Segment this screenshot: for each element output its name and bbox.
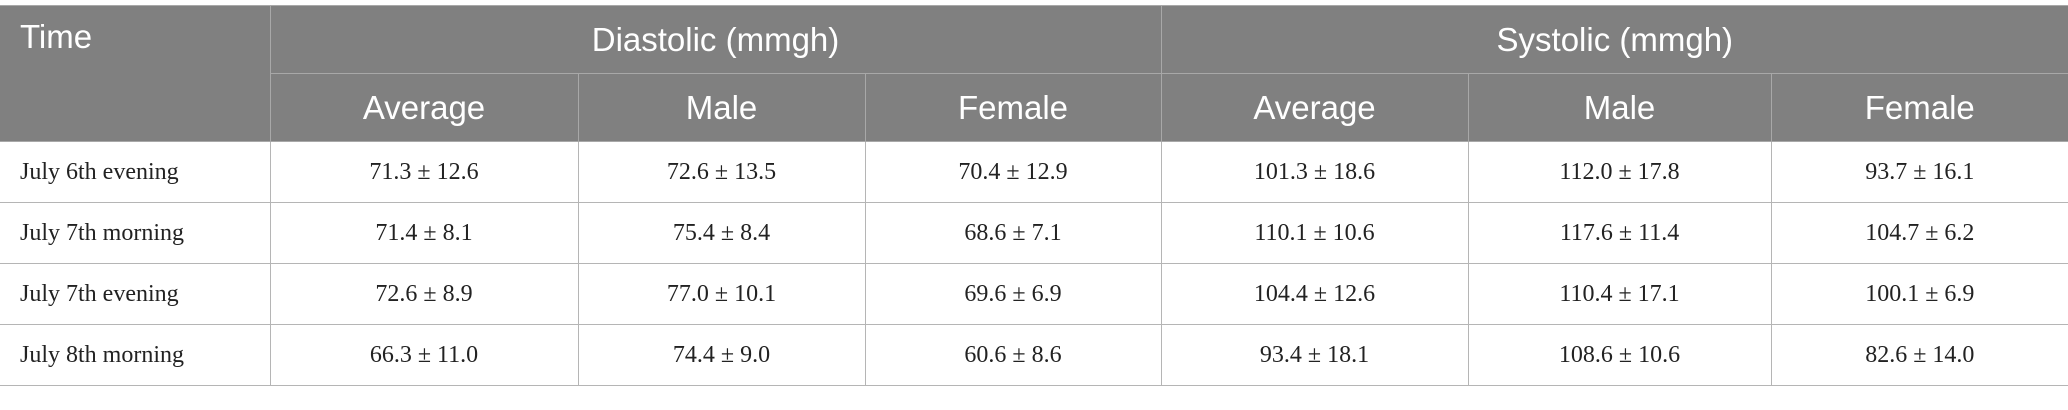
group-header: Diastolic (mmgh) xyxy=(269,5,1162,74)
column-header: Male xyxy=(1467,73,1772,142)
cell: 110.1 ± 10.6 xyxy=(1160,202,1469,264)
group-header: Systolic (mmgh) xyxy=(1160,5,2068,74)
row-label: July 6th evening xyxy=(0,141,271,203)
row-label: July 8th morning xyxy=(0,324,271,386)
column-header: Male xyxy=(577,73,866,142)
cell: 72.6 ± 8.9 xyxy=(269,263,579,325)
cell: 104.4 ± 12.6 xyxy=(1160,263,1469,325)
cell: 104.7 ± 6.2 xyxy=(1770,202,2068,264)
cell: 77.0 ± 10.1 xyxy=(577,263,866,325)
header-row: Time Diastolic (mmgh) Systolic (mmgh) xyxy=(0,5,2068,142)
cell: 110.4 ± 17.1 xyxy=(1467,263,1772,325)
time-header: Time xyxy=(0,5,271,142)
cell: 68.6 ± 7.1 xyxy=(864,202,1162,264)
cell: 75.4 ± 8.4 xyxy=(577,202,866,264)
column-header: Female xyxy=(864,73,1162,142)
column-header: Average xyxy=(1160,73,1469,142)
cell: 71.4 ± 8.1 xyxy=(269,202,579,264)
cell: 93.7 ± 16.1 xyxy=(1770,141,2068,203)
cell: 74.4 ± 9.0 xyxy=(577,324,866,386)
table-body: July 6th evening 71.3 ± 12.6 72.6 ± 13.5 70… xyxy=(0,141,2068,386)
cell: 93.4 ± 18.1 xyxy=(1160,324,1469,386)
column-header: Average xyxy=(270,73,579,142)
subheader-row: Average Male Female Average Male Female xyxy=(0,73,2068,142)
data-row: July 7th morning 71.4 ± 8.1 75.4 ± 8.4 68.6… xyxy=(0,202,2068,264)
page: Time Diastolic (mmgh) Systolic (mmgh) Avera… xyxy=(0,5,2068,410)
row-label: July 7th morning xyxy=(0,202,271,264)
cell: 100.1 ± 6.9 xyxy=(1770,263,2068,325)
cell: 82.6 ± 14.0 xyxy=(1770,324,2068,386)
table-header: Time Diastolic (mmgh) Systolic (mmgh) Avera… xyxy=(0,5,2068,142)
data-row: July 8th morning 66.3 ± 11.0 74.4 ± 9.0 60.… xyxy=(0,324,2068,386)
cell: 72.6 ± 13.5 xyxy=(577,141,866,203)
cell: 70.4 ± 12.9 xyxy=(864,141,1162,203)
cell: 108.6 ± 10.6 xyxy=(1467,324,1772,386)
data-row: July 6th evening 71.3 ± 12.6 72.6 ± 13.5 70… xyxy=(0,141,2068,203)
cell: 66.3 ± 11.0 xyxy=(269,324,579,386)
cell: 71.3 ± 12.6 xyxy=(269,141,579,203)
row-label: July 7th evening xyxy=(0,263,271,325)
column-header: Female xyxy=(1770,73,2068,142)
data-table: Time Diastolic (mmgh) Systolic (mmgh) Avera… xyxy=(0,5,2068,386)
cell: 117.6 ± 11.4 xyxy=(1467,202,1772,264)
cell: 101.3 ± 18.6 xyxy=(1160,141,1469,203)
cell: 69.6 ± 6.9 xyxy=(864,263,1162,325)
cell: 112.0 ± 17.8 xyxy=(1467,141,1772,203)
cell: 60.6 ± 8.6 xyxy=(864,324,1162,386)
data-row: July 7th evening 72.6 ± 8.9 77.0 ± 10.1 69.… xyxy=(0,263,2068,325)
